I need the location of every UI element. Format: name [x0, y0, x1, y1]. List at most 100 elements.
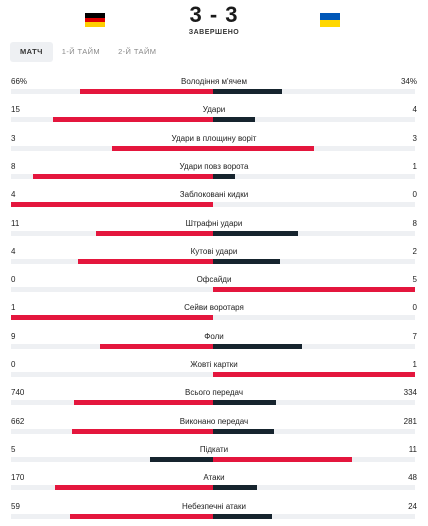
stat-away-track: [213, 145, 415, 151]
stat-away-bar: [213, 173, 236, 179]
stat-away-value: 3: [412, 133, 417, 143]
stat-row: 5 Підкати 11: [0, 445, 428, 473]
stat-away-value: 5: [412, 275, 417, 285]
stat-away-value: 24: [408, 501, 417, 511]
stat-home-value: 0: [11, 275, 16, 285]
stat-away-track: [213, 343, 415, 349]
stat-away-value: 1: [412, 161, 417, 171]
stat-away-track: [213, 315, 415, 321]
tab-first-half[interactable]: 1-Й ТАЙМ: [61, 47, 101, 56]
stat-label: Кутові удари: [190, 246, 238, 256]
stat-home-track: [11, 173, 213, 179]
stat-label: Удари в площину воріт: [171, 133, 257, 143]
stat-away-track: [213, 117, 415, 123]
stat-away-value: 2: [412, 246, 417, 256]
stat-row: 170 Атаки 48: [0, 473, 428, 501]
stat-label: Жовті картки: [190, 360, 238, 369]
stat-away-track: [213, 456, 415, 462]
stat-away-track: [213, 287, 415, 293]
stat-away-track: [213, 485, 415, 491]
stat-home-bar: [99, 343, 213, 349]
stat-away-bar: [213, 456, 353, 462]
stat-home-bar: [77, 258, 213, 264]
stat-label: Штрафні удари: [185, 218, 243, 228]
stat-label: Виконано передач: [179, 416, 249, 426]
stat-row: 66% Володіння м'ячем 34%: [0, 77, 428, 105]
stat-label: Удари: [202, 105, 226, 115]
stat-home-track: [11, 117, 213, 123]
match-status: ЗАВЕРШЕНО: [188, 29, 240, 36]
stat-away-value: 11: [408, 444, 417, 454]
tab-second-half[interactable]: 2-Й ТАЙМ: [118, 47, 157, 56]
stat-away-value: 334: [403, 388, 417, 398]
stat-row: 662 Виконано передач 281: [0, 417, 428, 445]
stat-away-value: 48: [408, 473, 417, 483]
stat-home-value: 1: [11, 303, 16, 313]
flag-stripe: [85, 13, 105, 18]
stat-home-value: 3: [11, 133, 16, 143]
stat-away-track: [213, 372, 415, 377]
stat-label: Небезпечні атаки: [182, 501, 246, 511]
stat-home-track: [11, 372, 213, 377]
stat-label: Удари повз ворота: [179, 161, 249, 171]
stat-home-value: 11: [11, 218, 20, 228]
ukraine-flag-icon: [320, 13, 340, 27]
stat-home-track: [11, 89, 213, 94]
stat-home-track: [11, 428, 213, 434]
stat-home-bar: [79, 89, 213, 94]
stat-home-track: [11, 145, 213, 151]
stat-home-bar: [73, 400, 213, 406]
stat-away-track: [213, 173, 415, 179]
stat-away-bar: [213, 428, 274, 434]
stat-label: Фоли: [204, 331, 224, 341]
stat-away-value: 4: [412, 105, 417, 115]
stat-away-track: [213, 258, 415, 264]
stat-row: 59 Небезпечні атаки 24: [0, 502, 428, 526]
stat-home-value: 5: [11, 444, 16, 454]
germany-flag-icon: [85, 13, 105, 27]
stat-away-bar: [213, 287, 415, 293]
stat-away-value: 0: [412, 190, 417, 200]
stat-home-value: 15: [11, 105, 20, 115]
stat-away-track: [213, 230, 415, 236]
stat-away-bar: [213, 400, 276, 406]
stat-away-bar: [213, 89, 282, 94]
stat-home-value: 662: [11, 416, 25, 426]
stat-home-value: 0: [11, 360, 16, 369]
stat-home-bar: [71, 428, 213, 434]
stat-home-value: 170: [11, 473, 25, 483]
stat-row: 0 Офсайди 5: [0, 275, 428, 303]
stat-home-value: 4: [11, 190, 16, 200]
flag-stripe: [85, 17, 105, 23]
stat-away-bar: [213, 258, 280, 264]
stat-home-track: [11, 258, 213, 264]
stat-home-bar: [11, 315, 213, 321]
stat-away-bar: [213, 343, 302, 349]
stat-home-value: 4: [11, 246, 16, 256]
stat-label: Заблоковані кидки: [179, 190, 249, 200]
stat-away-value: 34%: [400, 77, 417, 86]
stat-row: 11 Штрафні удари 8: [0, 219, 428, 247]
match-score: 3 - 3: [189, 2, 239, 27]
stat-label: Сейви воротаря: [184, 303, 244, 313]
stat-home-bar: [95, 230, 213, 236]
stat-away-bar: [213, 145, 314, 151]
stat-away-track: [213, 89, 415, 94]
stat-away-bar: [213, 230, 298, 236]
stat-row: 9 Фоли 7: [0, 332, 428, 360]
match-header: 3 - 3 ЗАВЕРШЕНО: [0, 0, 428, 40]
stat-label: Підкати: [199, 444, 229, 454]
flag-stripe: [85, 22, 105, 27]
stat-away-bar: [213, 513, 272, 519]
tab-match[interactable]: МАТЧ: [10, 42, 53, 62]
stat-home-bar: [33, 173, 213, 179]
stat-home-track: [11, 400, 213, 406]
stat-away-bar: [213, 372, 415, 377]
stat-home-bar: [55, 485, 213, 491]
period-tabs: МАТЧ 1-Й ТАЙМ 2-Й ТАЙМ: [10, 42, 165, 62]
stat-home-value: 8: [11, 161, 16, 171]
flag-stripe: [320, 13, 340, 20]
stat-away-track: [213, 202, 415, 208]
stat-row: 1 Сейви воротаря 0: [0, 303, 428, 331]
stat-away-value: 8: [412, 218, 417, 228]
